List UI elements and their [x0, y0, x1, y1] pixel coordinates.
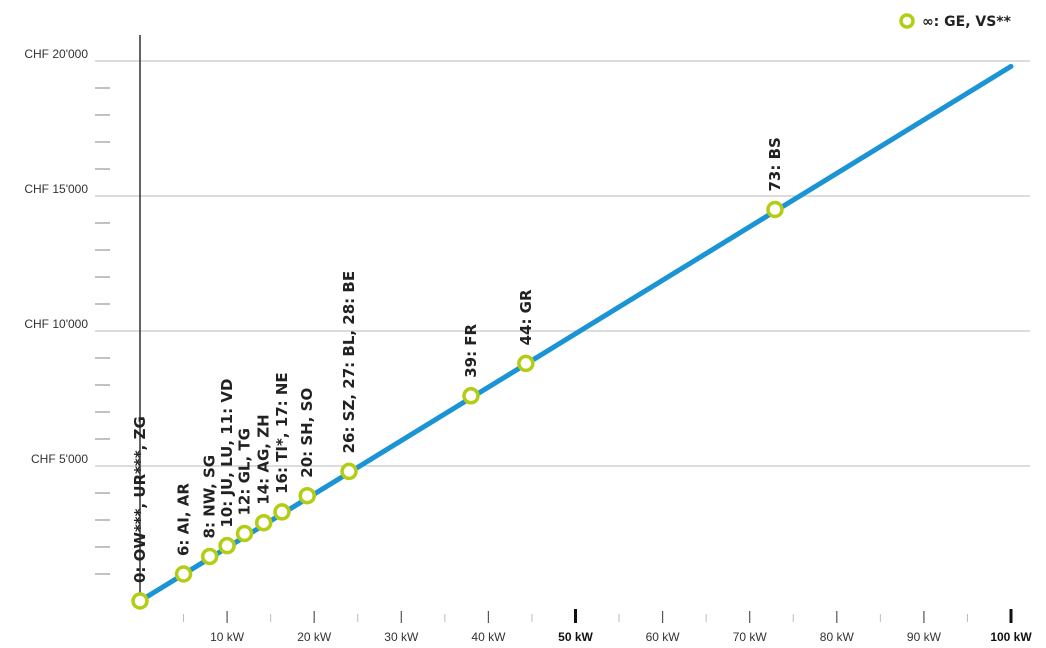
point-label: 26: SZ, 27: BL, 28: BE — [340, 271, 358, 453]
y-tick-label: CHF 5'000 — [31, 452, 88, 466]
data-point — [340, 462, 358, 481]
point-label: 0: OW***, UR***, ZG — [131, 416, 149, 583]
legend-label: ∞: GE, VS** — [922, 14, 1012, 30]
data-point — [254, 513, 273, 532]
x-tick-label: 80 kW — [820, 630, 855, 644]
data-point — [131, 592, 149, 610]
x-axis: 10 kW 20 kW 30 kW 40 kW 50 kW 60 kW 70 kW 80 kW… — [183, 609, 1032, 644]
point-label: 44: GR — [517, 289, 535, 345]
legend-marker — [899, 13, 915, 29]
x-tick-label: 40 kW — [471, 630, 506, 644]
data-point — [218, 536, 236, 555]
x-tick-label: 20 kW — [297, 630, 332, 644]
point-label: 12: GL, TG — [236, 428, 254, 515]
point-label: 8: NW, SG — [201, 455, 219, 539]
y-tick-label: CHF 10'000 — [24, 317, 88, 331]
x-tick-label: 90 kW — [907, 630, 942, 644]
x-tick-label: 60 kW — [646, 630, 681, 644]
point-label: 20: SH, SO — [298, 388, 316, 478]
data-point — [235, 524, 254, 543]
point-label: 10: JU, LU, 11: VD — [218, 379, 236, 528]
point-labels: 0: OW***, UR***, ZG 6: AI, AR 8: NW, SG 10:… — [131, 137, 784, 583]
data-point — [200, 547, 219, 566]
data-point — [517, 354, 535, 373]
x-tick-label: 50 kW — [558, 630, 593, 644]
point-label: 16: TI*, 17: NE — [273, 372, 291, 494]
point-label: 73: BS — [766, 137, 784, 191]
data-point — [298, 486, 316, 505]
data-point — [273, 503, 291, 521]
point-label: 6: AI, AR — [175, 483, 193, 556]
data-point — [766, 200, 784, 219]
series — [131, 63, 1014, 610]
x-tick-label: 70 kW — [733, 630, 768, 644]
y-axis: CHF 5'000 CHF 10'000 CHF 15'000 CHF 20'000 — [24, 35, 141, 601]
legend: ∞: GE, VS** — [899, 13, 1012, 30]
y-tick-label: CHF 20'000 — [24, 47, 88, 61]
point-label: 39: FR — [462, 323, 480, 377]
grid — [95, 60, 1030, 467]
x-tick-label: 30 kW — [384, 630, 419, 644]
data-point — [174, 565, 193, 583]
x-tick-label: 100 kW — [990, 630, 1032, 644]
point-label: 14: AG, ZH — [255, 414, 273, 504]
x-tick-label: 10 kW — [210, 630, 245, 644]
y-tick-label: CHF 15'000 — [24, 182, 88, 196]
data-point — [462, 387, 480, 405]
